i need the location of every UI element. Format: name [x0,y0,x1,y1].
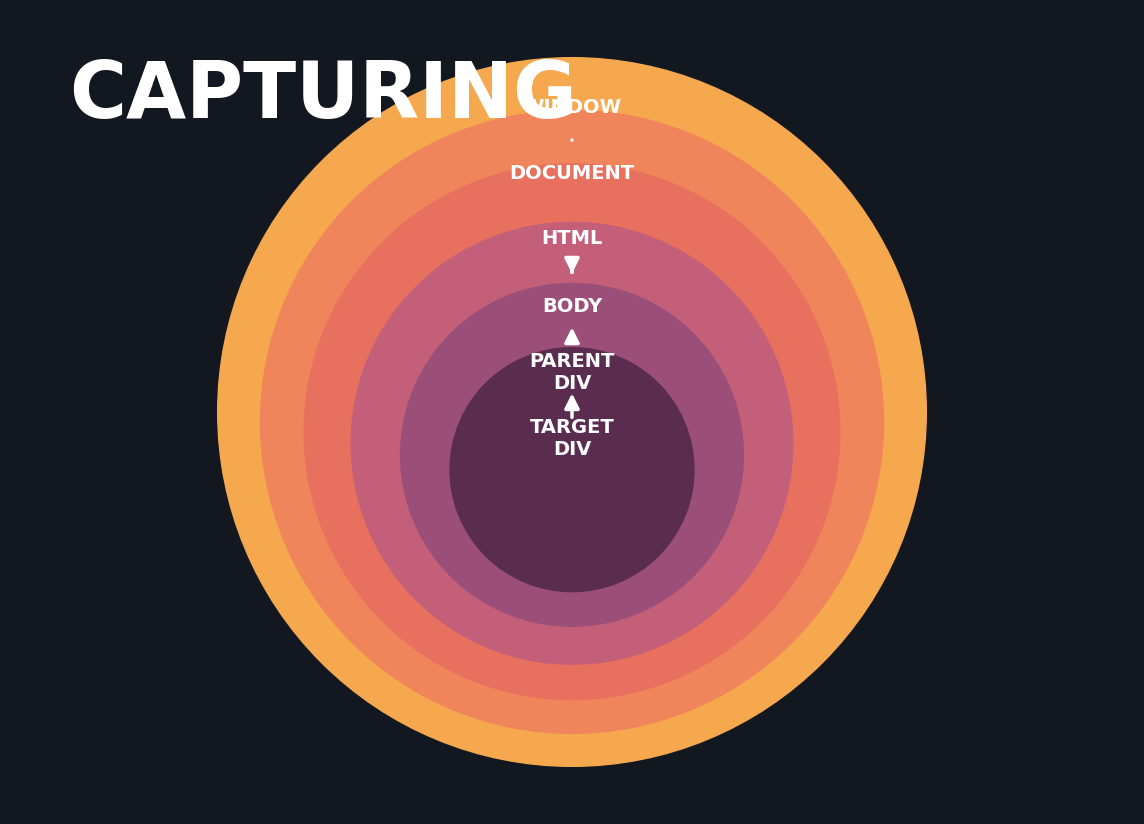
Circle shape [450,348,694,592]
Circle shape [261,110,883,733]
Text: PARENT
DIV: PARENT DIV [530,352,614,393]
Text: CAPTURING: CAPTURING [69,58,577,133]
Text: WINDOW: WINDOW [523,97,621,117]
Text: BODY: BODY [542,297,602,316]
Text: TARGET
DIV: TARGET DIV [530,418,614,459]
Text: DOCUMENT: DOCUMENT [509,163,635,183]
Text: HTML: HTML [541,229,603,249]
Circle shape [351,222,793,664]
Circle shape [400,283,744,626]
Circle shape [217,58,927,766]
Circle shape [304,164,840,700]
